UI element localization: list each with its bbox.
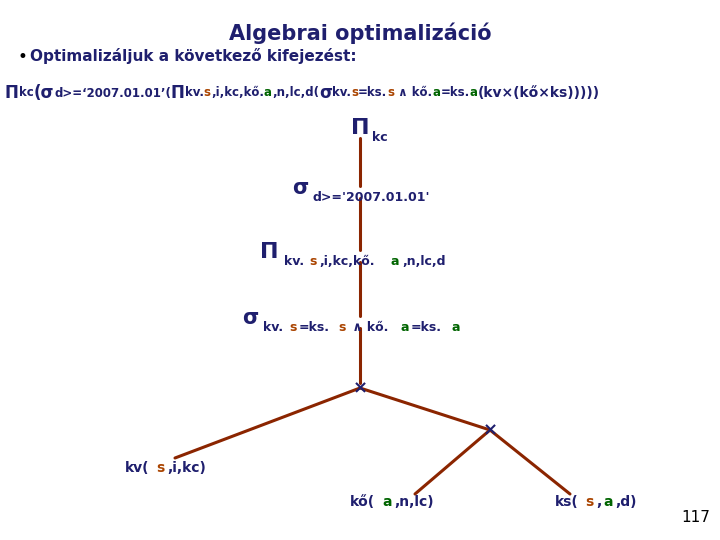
Text: Optimalizáljuk a következő kifejezést:: Optimalizáljuk a következő kifejezést: [30,48,356,64]
Text: ∧ kő.: ∧ kő. [394,86,432,99]
Text: ks(: ks( [555,495,579,509]
Text: =ks.: =ks. [440,86,469,99]
Text: ,n,lc): ,n,lc) [395,495,434,509]
Text: s: s [585,495,594,509]
Text: a: a [469,86,477,99]
Text: =ks.: =ks. [299,321,330,334]
Text: ,i,kc): ,i,kc) [167,461,206,475]
Text: kc: kc [372,131,387,144]
Text: kv.: kv. [185,86,204,99]
Text: s: s [289,321,297,334]
Text: ∧ kő.: ∧ kő. [348,321,388,334]
Text: σ: σ [242,308,258,328]
Text: σ: σ [292,178,308,198]
Text: Π: Π [5,84,19,102]
Text: Π: Π [351,118,369,138]
Text: ,i,kc,kő.: ,i,kc,kő. [320,254,375,268]
Text: ,n,lc,d: ,n,lc,d [402,254,446,268]
Text: d>=‘2007.01.01’(: d>=‘2007.01.01’( [54,86,171,99]
Text: ,: , [596,495,601,509]
Text: Π: Π [171,84,185,102]
Text: a: a [382,495,392,509]
Text: kő(: kő( [350,495,375,509]
Text: a: a [432,86,440,99]
Text: s: s [204,86,211,99]
Text: σ: σ [319,84,332,102]
Text: (σ: (σ [34,84,54,102]
Text: s: s [387,86,394,99]
Text: •: • [18,48,28,66]
Text: Algebrai optimalizáció: Algebrai optimalizáció [229,22,491,44]
Text: =ks.: =ks. [358,86,387,99]
Text: kv.: kv. [332,86,351,99]
Text: ×: × [352,379,368,397]
Text: a: a [400,321,408,334]
Text: ×: × [482,421,498,439]
Text: a: a [451,321,459,334]
Text: a: a [264,86,272,99]
Text: ,d): ,d) [616,495,636,509]
Text: s: s [310,254,318,268]
Text: 117: 117 [681,510,710,525]
Text: kv.: kv. [263,321,283,334]
Text: Π: Π [260,242,279,262]
Text: a: a [391,254,400,268]
Text: kc: kc [19,86,34,99]
Text: a: a [603,495,613,509]
Text: kv.: kv. [284,254,304,268]
Text: d>='2007.01.01': d>='2007.01.01' [313,191,431,204]
Text: =ks.: =ks. [411,321,442,334]
Text: s: s [157,461,165,475]
Text: ,n,lc,d(: ,n,lc,d( [272,86,319,99]
Text: (kv×(kő×ks))))): (kv×(kő×ks))))) [477,86,600,100]
Text: s: s [338,321,346,334]
Text: kv(: kv( [125,461,150,475]
Text: ,i,kc,kő.: ,i,kc,kő. [211,86,264,99]
Text: s: s [351,86,358,99]
